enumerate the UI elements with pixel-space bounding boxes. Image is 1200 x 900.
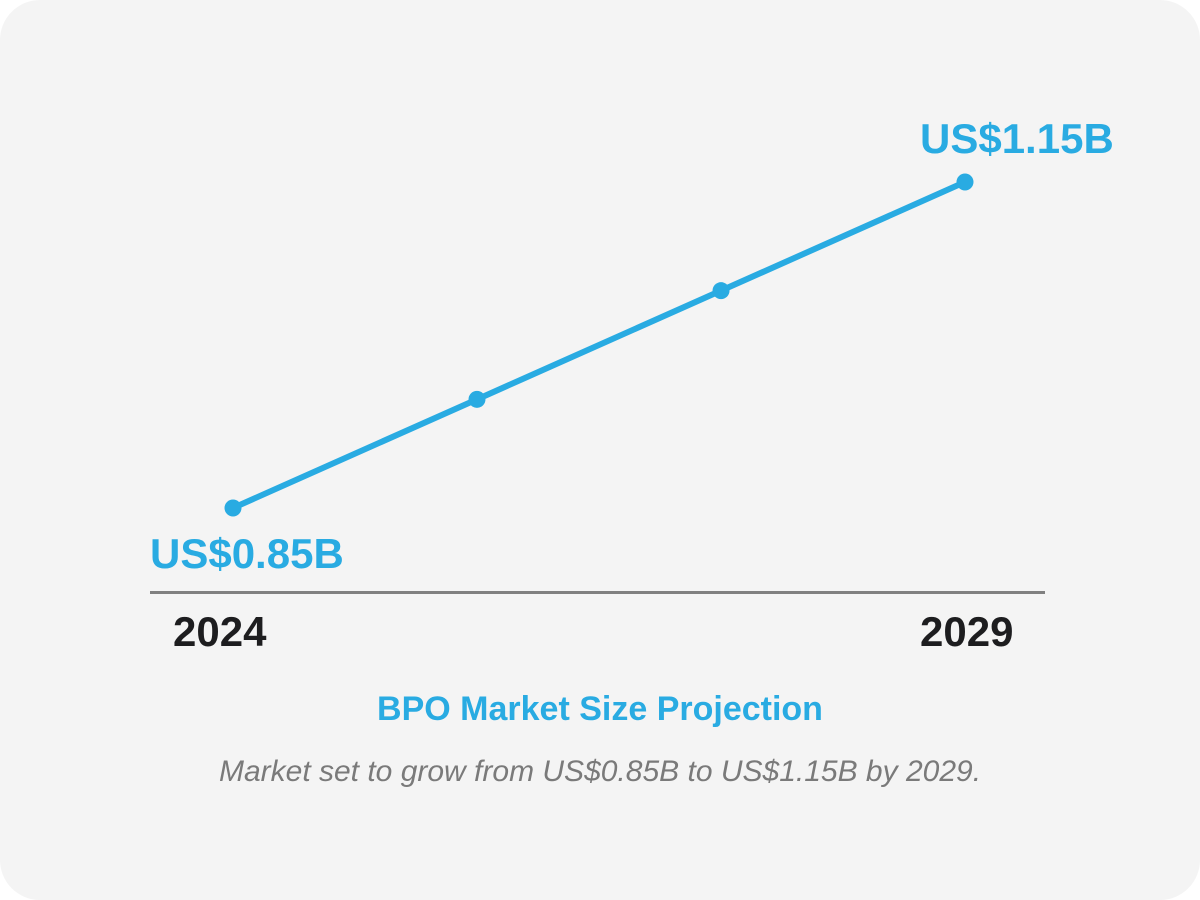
start-value-label: US$0.85B [150,530,344,577]
end-value-label: US$1.15B [920,115,1114,162]
data-point-marker [224,499,242,517]
x-tick-2029: 2029 [920,608,1014,655]
x-axis-line [150,591,1045,594]
data-point-marker [712,282,730,300]
data-point-marker [468,390,486,408]
data-point-marker [956,173,974,191]
chart-title: BPO Market Size Projection [377,690,823,728]
chart-subtitle: Market set to grow from US$0.85B to US$1… [218,755,982,788]
x-tick-2024: 2024 [173,608,267,655]
trend-line [230,179,968,511]
